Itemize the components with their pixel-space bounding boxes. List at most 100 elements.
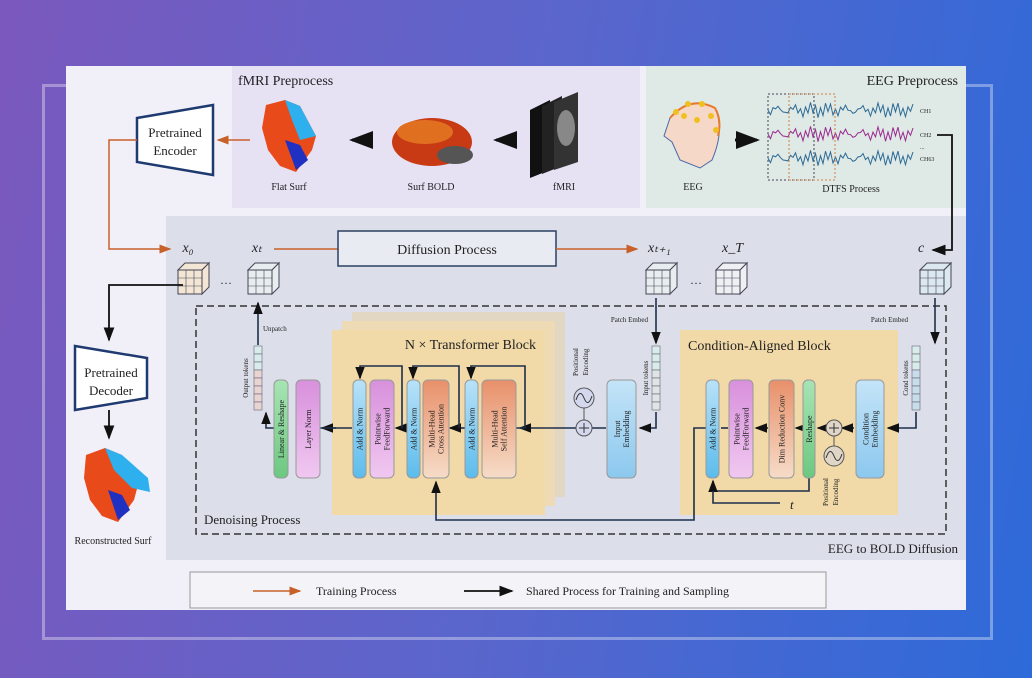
condition-block-title: Condition-Aligned Block [688,339,831,354]
training-arrow [108,139,172,254]
fmri-preprocess-title: fMRI Preprocess [238,74,333,89]
encoder-label-1: Pretrained [148,125,202,140]
channel-label: CH2 [920,133,931,139]
encoding-label: Encoding [582,348,590,375]
cross-attention-block: Multi-Head Cross Attention [422,379,450,479]
pointwise-feedforward-block-label: FeedForward [742,408,751,451]
legend-training: Training Process [316,584,397,598]
eeg-label: EEG [683,182,702,193]
add-norm-block-label: Add & Norm [468,407,477,450]
sine-wave-icon [825,451,843,461]
add-norm-block: Add & Norm [705,379,720,479]
shared-arrow [103,284,183,342]
surf-bold-image [392,118,473,166]
denoising-process-title: Denoising Process [204,512,300,527]
self-attention-block-label: Self Attention [500,407,509,452]
t-label: t [790,497,794,512]
output-tokens-label: Output tokens [242,358,250,398]
c-label: c [918,241,925,256]
fmri-label: fMRI [553,182,575,193]
plus-icon [829,423,839,433]
self-attention-block-label: Multi-Head [491,410,500,447]
condition-embedding-block-label: Condition [862,413,871,445]
add-norm-block-label: Add & Norm [356,407,365,450]
plus-icon [579,423,589,433]
legend-shared: Shared Process for Training and Sampling [526,584,729,598]
ellipsis: ··· [690,276,702,290]
decoder-label-1: Pretrained [84,365,138,380]
pointwise-feedforward-block-label: FeedForward [383,408,392,451]
add-norm-block-label: Add & Norm [410,407,419,450]
layer-norm-block-label: Layer Norm [304,409,313,449]
pointwise-feedforward-block: Pointwise FeedForward [369,379,395,479]
pretrained-encoder [135,103,215,177]
positional-label: Positional [822,478,830,506]
positional-label: Positional [572,348,580,376]
encoding-label: Encoding [832,478,840,505]
flat-surf-image [262,100,316,172]
pretrained-decoder [73,344,149,412]
reshape-block-label: Reshape [805,415,814,443]
eeg-to-bold-title: EEG to BOLD Diffusion [828,541,959,556]
encoder-label-2: Encoder [153,143,197,158]
linear-reshape-block: Linear & Reshape [273,379,289,479]
channel-label: CH63 [920,157,934,163]
pointwise-feedforward-block: Pointwise FeedForward [728,379,754,479]
eeg-signal-trace [767,100,914,119]
input-embedding-block-label: Embedding [622,411,631,448]
linear-reshape-block-label: Linear & Reshape [277,399,286,458]
eeg-preprocess-title: EEG Preprocess [867,74,958,89]
channel-label: CH1 [920,109,931,115]
input-tokens-label: Input tokens [642,360,650,395]
denoising-region [195,305,947,535]
add-norm-block: Add & Norm [352,379,367,479]
pointwise-feedforward-block-label: Pointwise [374,413,383,445]
reshape-block: Reshape [802,379,816,479]
input-embedding-block-label: Input [613,420,622,438]
diffusion-process-label: Diffusion Process [397,243,497,258]
eeg-signal-trace [767,148,914,167]
x0-label: x₀ [181,241,193,256]
sine-wave-icon [575,393,593,403]
add-norm-block-label: Add & Norm [709,407,718,450]
eeg-signals [767,100,914,167]
token-column [651,345,661,411]
surf-bold-label: Surf BOLD [408,182,455,193]
latent-cube [246,261,281,296]
eeg-head-image [663,101,721,169]
eeg-signal-trace [767,124,914,143]
unpatch-label: Unpatch [263,325,287,333]
xt1-label: xₜ₊₁ [647,241,671,256]
channel-label: ... [920,145,925,151]
latent-cube [644,261,679,296]
latent-cube [714,261,749,296]
condition-embedding-block: Condition Embedding [855,379,885,479]
legend [189,571,827,609]
diffusion-process-box [337,230,557,267]
fmri-image [530,92,578,178]
latent-cube [918,261,953,296]
token-column [911,345,921,411]
patch-embed-label: Patch Embed [611,316,649,324]
cond-tokens-label: Cond tokens [902,360,910,395]
xT-label: x_T [721,241,744,256]
dim-reduction-conv-block-label: Dim Reduction Conv [778,395,787,463]
reconstructed-surf-label: Reconstructed Surf [75,536,153,547]
add-norm-block: Add & Norm [406,379,421,479]
token-column [253,345,263,411]
dim-reduction-conv-block: Dim Reduction Conv [768,379,795,479]
ellipsis: ··· [220,276,232,290]
layer-norm-block: Layer Norm [295,379,321,479]
pointwise-feedforward-block-label: Pointwise [733,413,742,445]
add-norm-block: Add & Norm [464,379,479,479]
flat-surf-label: Flat Surf [271,182,307,193]
self-attention-block: Multi-Head Self Attention [481,379,517,479]
cross-attention-block-label: Cross Attention [437,404,446,454]
condition-arrow [931,134,953,256]
cross-attention-block-label: Multi-Head [428,410,437,447]
xt-label: xₜ [251,241,263,256]
input-embedding-block: Input Embedding [606,379,637,479]
latent-cube [176,261,211,296]
reconstructed-surf-image [84,448,150,522]
